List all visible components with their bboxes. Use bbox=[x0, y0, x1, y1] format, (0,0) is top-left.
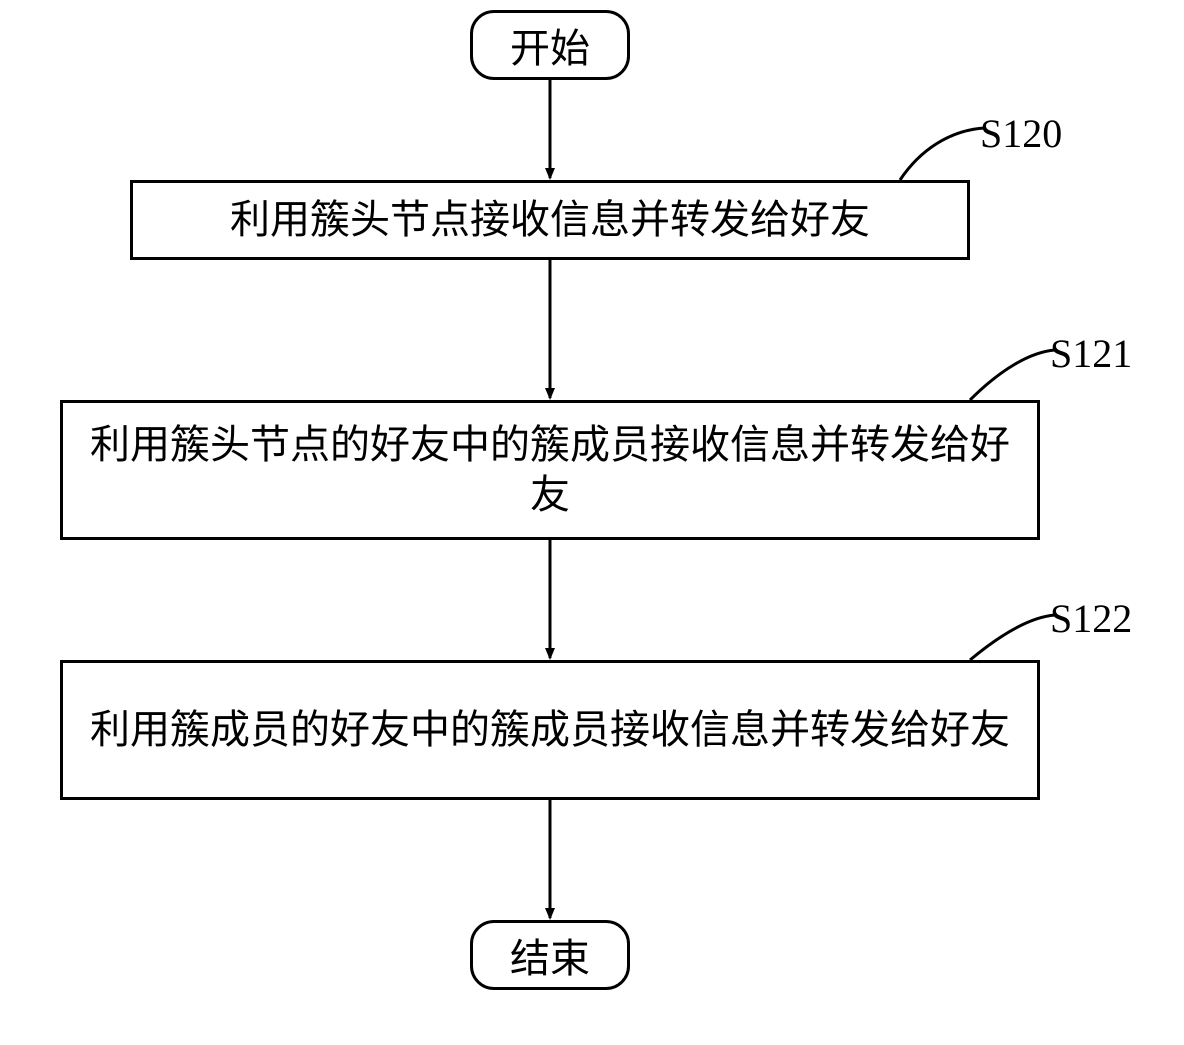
process-s121: 利用簇头节点的好友中的簇成员接收信息并转发给好友 bbox=[60, 400, 1040, 540]
step-label-s122: S122 bbox=[1050, 595, 1132, 642]
terminal-start-label: 开始 bbox=[510, 16, 590, 74]
terminal-end: 结束 bbox=[470, 920, 630, 990]
process-s120: 利用簇头节点接收信息并转发给好友 bbox=[130, 180, 970, 260]
process-s120-text: 利用簇头节点接收信息并转发给好友 bbox=[230, 195, 870, 245]
process-s122-text: 利用簇成员的好友中的簇成员接收信息并转发给好友 bbox=[90, 705, 1010, 755]
flowchart-canvas: 开始 S120 利用簇头节点接收信息并转发给好友 S121 利用簇头节点的好友中… bbox=[0, 0, 1184, 1045]
process-s121-text: 利用簇头节点的好友中的簇成员接收信息并转发给好友 bbox=[73, 420, 1027, 520]
step-label-s121: S121 bbox=[1050, 330, 1132, 377]
process-s122: 利用簇成员的好友中的簇成员接收信息并转发给好友 bbox=[60, 660, 1040, 800]
step-label-s120: S120 bbox=[980, 110, 1062, 157]
terminal-start: 开始 bbox=[470, 10, 630, 80]
terminal-end-label: 结束 bbox=[510, 926, 590, 984]
